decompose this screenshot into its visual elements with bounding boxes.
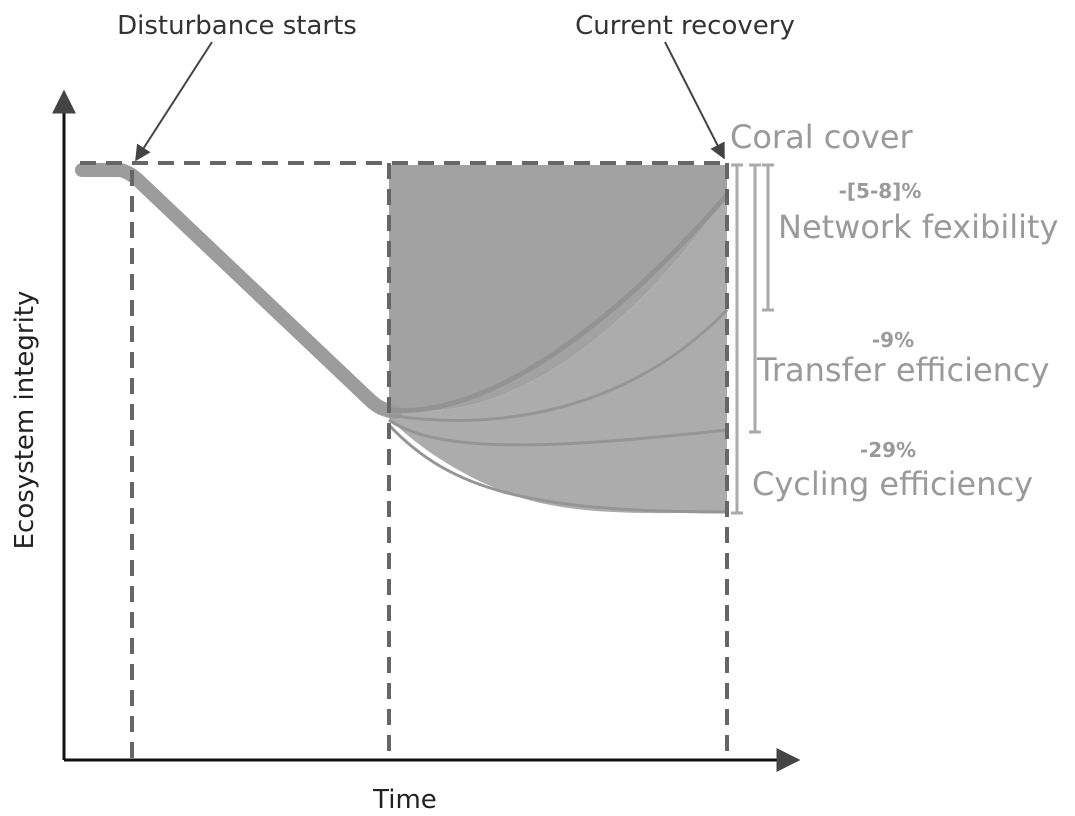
curve (388, 308, 729, 422)
metric-name: Cycling efficiency (752, 465, 1033, 503)
metric-name: Transfer efficiency (756, 351, 1049, 389)
pointer-arrow (664, 41, 725, 160)
brackets (731, 163, 774, 515)
metric-name: Coral cover (730, 118, 914, 156)
metric-change: -9% (872, 328, 914, 352)
lost-region (389, 165, 727, 411)
curve (388, 418, 728, 447)
metric-change: -[5-8]% (839, 179, 922, 203)
recovery-band (389, 195, 727, 514)
curve (388, 193, 729, 414)
annotation: Current recovery (575, 11, 795, 41)
x-axis-label: Time (372, 785, 437, 815)
decline-band (75, 163, 402, 419)
annotation: Disturbance starts (117, 11, 357, 41)
y-axis-label: Ecosystem integrity (10, 291, 40, 550)
metric-change: -29% (860, 438, 916, 462)
metric-name: Network fexibility (778, 208, 1058, 246)
curve (387, 423, 728, 514)
pointer-arrow (135, 41, 213, 162)
